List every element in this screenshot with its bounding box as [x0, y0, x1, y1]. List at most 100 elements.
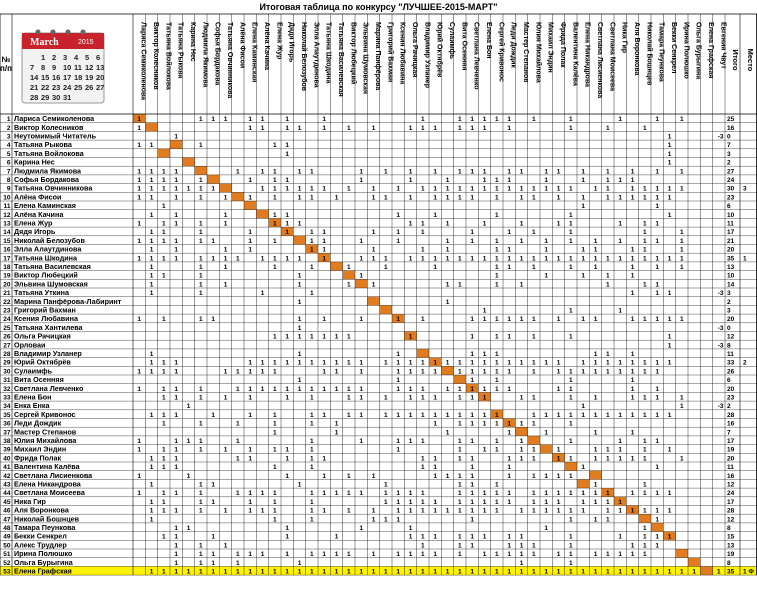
vote-cell: 1	[162, 203, 166, 210]
participant-name: Фрида Полак	[14, 453, 61, 462]
vote-cell: 1	[507, 490, 511, 497]
vote-cell: 1	[606, 186, 610, 193]
table-row: 1 Лариса Семиколенова 1 1 1 1 1 1 1 1 1 1 1 1 1 1 1 1 1 1 1 2…	[7, 114, 735, 123]
vote-cell: 1	[150, 569, 154, 576]
diagonal-cell	[318, 253, 331, 262]
vote-cell: 1	[322, 238, 326, 245]
vote-cell: 1	[298, 168, 302, 175]
penalty-cell: -3	[718, 403, 724, 410]
vote-cell: 1	[618, 508, 622, 515]
vote-cell: 1	[483, 447, 487, 454]
vote-cell: 1	[446, 508, 450, 515]
vote-cell: 1	[347, 125, 351, 132]
vote-cell: 1	[347, 386, 351, 393]
participant-name: Ирина Полюшко	[14, 549, 73, 558]
vote-cell: 1	[594, 516, 598, 523]
row-number: 15	[3, 238, 11, 245]
vote-cell: 1	[581, 316, 585, 323]
diagonal-cell	[552, 453, 565, 462]
vote-cell: 1	[162, 186, 166, 193]
row-number: 6	[7, 160, 11, 167]
participant-name: Светлана Лисиенкова	[14, 471, 93, 480]
vote-cell: 1	[359, 569, 363, 576]
vote-cell: 1	[643, 412, 647, 419]
row-number: 46	[3, 508, 11, 515]
vote-cell: 1	[224, 264, 228, 271]
vote-cell: 1	[655, 281, 659, 288]
vote-cell: 1	[446, 429, 450, 436]
vote-cell: 1	[335, 360, 339, 367]
row-number: 41	[3, 464, 11, 471]
vote-cell: 1	[433, 455, 437, 462]
table-grid	[0, 13, 757, 576]
column-header: Елена Бон	[485, 22, 492, 59]
vote-cell: 1	[421, 316, 425, 323]
vote-cell: 1	[224, 569, 228, 576]
vote-cell: 1	[655, 203, 659, 210]
total-cell: 21	[727, 238, 735, 245]
vote-cell: 1	[581, 168, 585, 175]
total-cell: 13	[727, 542, 735, 549]
column-header: Евгения Чвут	[719, 22, 726, 69]
vote-cell: 1	[137, 186, 141, 193]
vote-cell: 1	[458, 168, 462, 175]
table-row: 51 Ирина Полюшко 1 1 1 1 1 1 1 1 1 1 1 1 1 1 1 1 1 1 1 1 1 1 1 1 1…	[3, 549, 734, 558]
vote-cell: 1	[680, 569, 684, 576]
vote-cell: 1	[557, 386, 561, 393]
vote-cell: 1	[557, 499, 561, 506]
vote-cell: 1	[581, 499, 585, 506]
vote-cell: 1	[273, 490, 277, 497]
vote-cell: 1	[187, 473, 191, 480]
vote-cell: 1	[668, 569, 672, 576]
vote-cell: 1	[643, 360, 647, 367]
column-header: Ирина Полюшко	[682, 22, 689, 79]
vote-cell: 1	[483, 569, 487, 576]
vote-cell: 1	[322, 125, 326, 132]
column-header: Юрий Октябрёв	[436, 22, 444, 78]
table-row: 49 Бекки Сенкрел 1 1 1 1 1 1 1 1 1 1 1 1 1 1 1 1 1 1 15	[3, 532, 734, 541]
vote-cell: 1	[606, 447, 610, 454]
vote-cell: 1	[224, 447, 228, 454]
vote-cell: 1	[199, 264, 203, 271]
total-header: Итого	[731, 49, 740, 71]
vote-cell: 1	[261, 168, 265, 175]
vote-cell: 1	[631, 247, 635, 254]
vote-cell: 1	[322, 247, 326, 254]
column-header: Татьяна Войлокова	[164, 22, 172, 90]
vote-cell: 1	[174, 368, 178, 375]
vote-cell: 1	[236, 560, 240, 567]
vote-cell: 1	[458, 125, 462, 132]
vote-cell: 1	[495, 360, 499, 367]
total-cell: 2	[727, 403, 731, 410]
vote-cell: 1	[606, 360, 610, 367]
diagonal-cell	[663, 531, 676, 541]
table-row: 14 Дядя Игорь 1 1 1 1 1 1 1 1 1 1 1 1 1 1 1 1 17	[3, 227, 734, 236]
column-header: Виктор Любецкий	[349, 22, 357, 84]
vote-cell: 1	[470, 473, 474, 480]
vote-cell: 1	[668, 151, 672, 158]
vote-cell: 1	[680, 186, 684, 193]
vote-cell: 1	[174, 194, 178, 201]
row-number: 51	[3, 551, 11, 558]
calendar-day: 4	[74, 53, 79, 62]
vote-cell: 1	[199, 438, 203, 445]
vote-cell: 1	[606, 455, 610, 462]
vote-cell: 1	[569, 264, 573, 271]
vote-cell: 1	[532, 569, 536, 576]
vote-cell: 1	[458, 395, 462, 402]
vote-cell: 1	[668, 316, 672, 323]
vote-cell: 1	[285, 334, 289, 341]
row-number: 12	[3, 212, 11, 219]
vote-cell: 1	[643, 542, 647, 549]
vote-cell: 1	[544, 490, 548, 497]
calendar-day: 26	[85, 83, 93, 92]
column-header: Дядя Игорь	[288, 22, 295, 63]
row-number: 17	[3, 255, 11, 262]
vote-cell: 1	[310, 508, 314, 515]
table-row: 52 Ольга Бурыгина 1 1 1 1 1 1 1 8	[3, 558, 731, 567]
table-row: 7 Людмила Якимова 1 1 1 1 1 1 1 1 1 1 1 1 1 1 1 1 1 1 1 1 1 1 1 1…	[7, 166, 735, 175]
vote-cell: 1	[507, 229, 511, 236]
row-number: 45	[3, 499, 11, 506]
vote-cell: 1	[631, 551, 635, 558]
row-number: 50	[3, 542, 11, 549]
